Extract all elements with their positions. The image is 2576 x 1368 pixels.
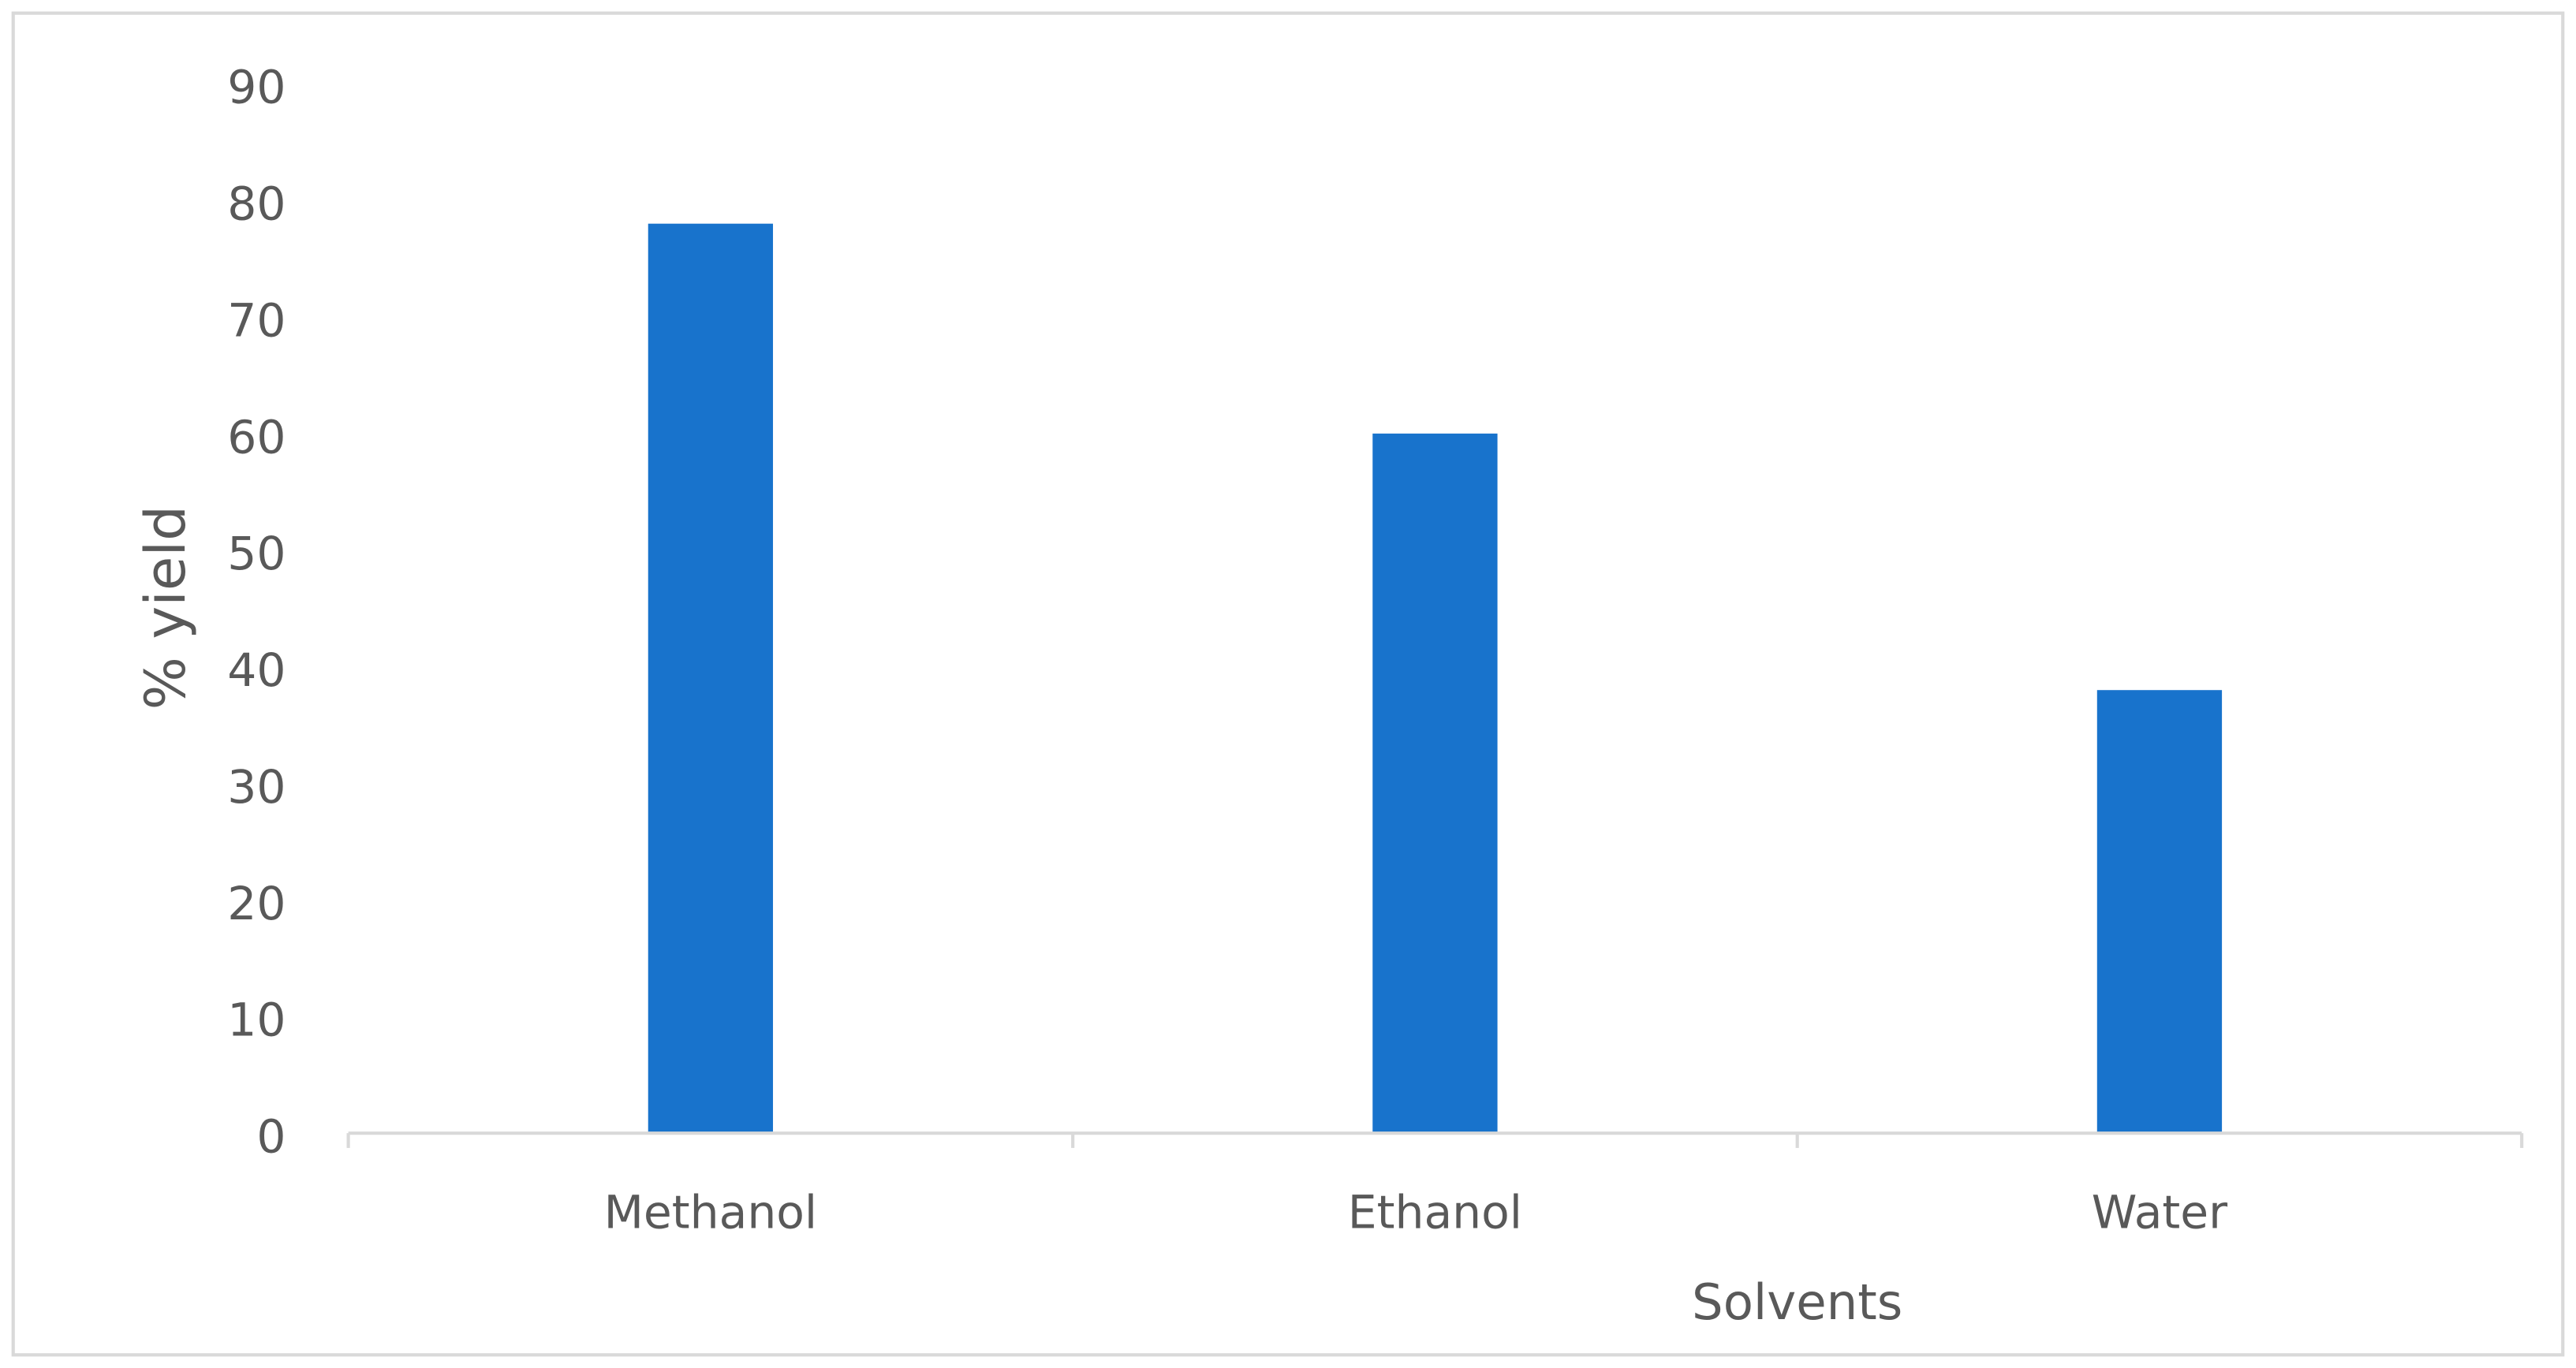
y-tick-label: 20 (227, 877, 286, 930)
chart-frame (11, 11, 2565, 1357)
y-axis-title: % yield (133, 505, 198, 710)
y-tick-label: 0 (256, 1110, 286, 1164)
y-tick-label: 50 (227, 527, 286, 580)
y-tick-label: 10 (227, 993, 286, 1047)
y-tick-label: 70 (227, 293, 286, 347)
x-axis-title: Solvents (1692, 1273, 1902, 1331)
y-tick-label: 60 (227, 410, 286, 464)
y-tick-label: 90 (227, 61, 286, 114)
y-tick-label: 40 (227, 643, 286, 697)
x-tick-label: Water (2092, 1185, 2227, 1239)
y-tick-label: 30 (227, 760, 286, 814)
x-tick-label: Ethanol (1348, 1185, 1522, 1239)
x-tick-label: Methanol (604, 1185, 818, 1239)
bar (1372, 433, 1498, 1134)
bar (2096, 690, 2223, 1134)
bar (648, 223, 774, 1134)
y-tick-label: 80 (227, 177, 286, 231)
